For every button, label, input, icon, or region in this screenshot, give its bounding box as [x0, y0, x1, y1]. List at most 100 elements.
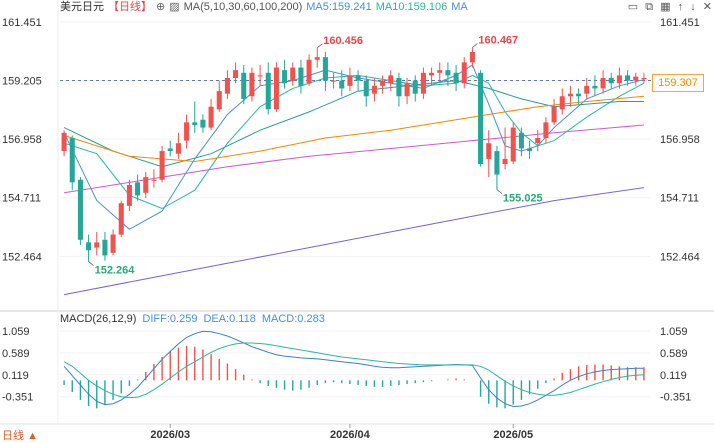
- candle-body: [118, 203, 124, 235]
- candle-body: [306, 59, 312, 84]
- close-icon[interactable]: ✕: [702, 1, 712, 13]
- candle-body: [404, 83, 410, 97]
- x-tick-label: 2026/04: [330, 429, 371, 441]
- candle-body: [453, 72, 459, 84]
- macd-y-tick-right: 0.119: [660, 370, 687, 382]
- macd-diff: DIFF:0.259: [142, 313, 198, 325]
- candle-body: [535, 138, 541, 144]
- candle-body: [184, 122, 190, 141]
- y-tick-left: 156.958: [2, 134, 42, 146]
- y-tick-left: 152.464: [2, 251, 42, 263]
- ma-params-label: MA(5,10,30,60,100,200): [183, 1, 303, 13]
- annotation-leader: [472, 43, 478, 48]
- candle-body: [527, 148, 533, 152]
- price-annotation: 152.264: [95, 265, 136, 277]
- triangle-up-icon: ▲: [27, 430, 38, 442]
- candle-body: [559, 96, 565, 110]
- candle-body: [233, 70, 239, 79]
- candle-body: [502, 158, 508, 165]
- x-tick-label: 2026/05: [493, 429, 533, 441]
- candle-body: [461, 62, 467, 84]
- candle-body: [478, 72, 484, 165]
- ma5-value: MA5:159.241: [306, 1, 372, 13]
- settings-icon[interactable]: ⊕: [156, 1, 166, 13]
- price-annotation: 160.467: [478, 35, 518, 47]
- macd-dea: DEA:0.118: [203, 313, 256, 325]
- candle-body: [576, 93, 582, 97]
- candle-body: [429, 72, 435, 76]
- candle-body: [388, 75, 394, 84]
- ma-line-ma30: [63, 80, 644, 168]
- candle-body: [396, 78, 402, 97]
- candle-body: [592, 85, 598, 89]
- ma10-value: MA10:159.106: [375, 1, 448, 13]
- macd-title: MACD(26,12,9): [60, 313, 137, 325]
- candle-body: [347, 75, 353, 86]
- window-controls: ▭ ⧉ ▦ ↑ ↓ ✕: [624, 0, 712, 14]
- candle-body: [249, 72, 255, 97]
- ma-line-ma5: [63, 64, 645, 230]
- y-tick-left: 154.711: [2, 193, 41, 205]
- candle-body: [159, 151, 165, 180]
- y-tick-left: 159.205: [2, 75, 42, 87]
- candle-body: [86, 242, 92, 251]
- candle-body: [175, 143, 181, 154]
- restore-icon[interactable]: ⧉: [645, 1, 654, 13]
- candle-body: [110, 234, 116, 253]
- candle-body: [469, 51, 475, 63]
- y-tick-right: 154.711: [660, 193, 699, 205]
- macd-header: MACD(26,12,9) DIFF:0.259 DEA:0.118 MACD:0.2…: [60, 313, 331, 325]
- candle-body: [208, 106, 214, 128]
- current-price-tag: 159.307: [652, 74, 704, 92]
- symbol-label: 美元日元: [60, 1, 104, 13]
- chart-toggle-icon[interactable]: ▨: [169, 1, 180, 13]
- candle-body: [69, 138, 75, 183]
- candle-body: [543, 122, 549, 139]
- macd-y-tick-right: -0.351: [660, 392, 691, 404]
- up-arrow-icon[interactable]: ↑: [677, 1, 684, 13]
- macd-y-tick-left: -0.351: [2, 392, 33, 404]
- candle-body: [331, 80, 337, 82]
- candle-body: [167, 148, 173, 152]
- candle-body: [224, 78, 230, 94]
- candle-body: [567, 93, 573, 97]
- candle-body: [625, 75, 631, 81]
- y-tick-right: 161.451: [660, 17, 700, 29]
- minimize-icon[interactable]: ▭: [627, 1, 639, 13]
- candle-body: [445, 70, 451, 76]
- ma-more-label: MA: [451, 1, 468, 13]
- chart-header: 美元日元 【日线】 ⊕ ▨ MA(5,10,30,60,100,200) MA5:159.…: [60, 0, 472, 14]
- y-tick-right: 156.958: [660, 134, 700, 146]
- macd-y-tick-left: 0.119: [2, 370, 29, 382]
- candle-body: [608, 78, 614, 84]
- x-tick-label: 2026/03: [150, 429, 190, 441]
- candle-body: [257, 75, 263, 77]
- candle-body: [616, 75, 622, 84]
- candle-body: [633, 76, 639, 81]
- candle-body: [143, 177, 149, 193]
- candle-body: [192, 122, 198, 125]
- candle-body: [314, 57, 320, 60]
- candle-body: [371, 85, 377, 94]
- candle-body: [584, 85, 590, 94]
- y-tick-left: 161.451: [2, 17, 42, 29]
- candle-body: [135, 182, 141, 196]
- candle-body: [518, 132, 524, 149]
- candle-body: [200, 119, 206, 128]
- macd-y-tick-left: 0.589: [2, 348, 30, 360]
- down-arrow-icon[interactable]: ↓: [690, 1, 696, 13]
- candle-body: [437, 70, 443, 73]
- period-watermark: 日线 ▲: [2, 427, 38, 443]
- annotation-leader: [317, 43, 323, 49]
- candle-body: [298, 67, 304, 86]
- grid-icon[interactable]: ▦: [660, 1, 671, 13]
- period-label[interactable]: 【日线】: [108, 1, 152, 13]
- price-annotation: 155.025: [503, 193, 543, 205]
- macd-y-tick-right: 1.059: [660, 326, 688, 338]
- macd-y-tick-left: 1.059: [2, 326, 30, 338]
- macd-value: MACD:0.283: [261, 313, 325, 325]
- candle-body: [126, 184, 132, 206]
- candle-body: [94, 242, 100, 248]
